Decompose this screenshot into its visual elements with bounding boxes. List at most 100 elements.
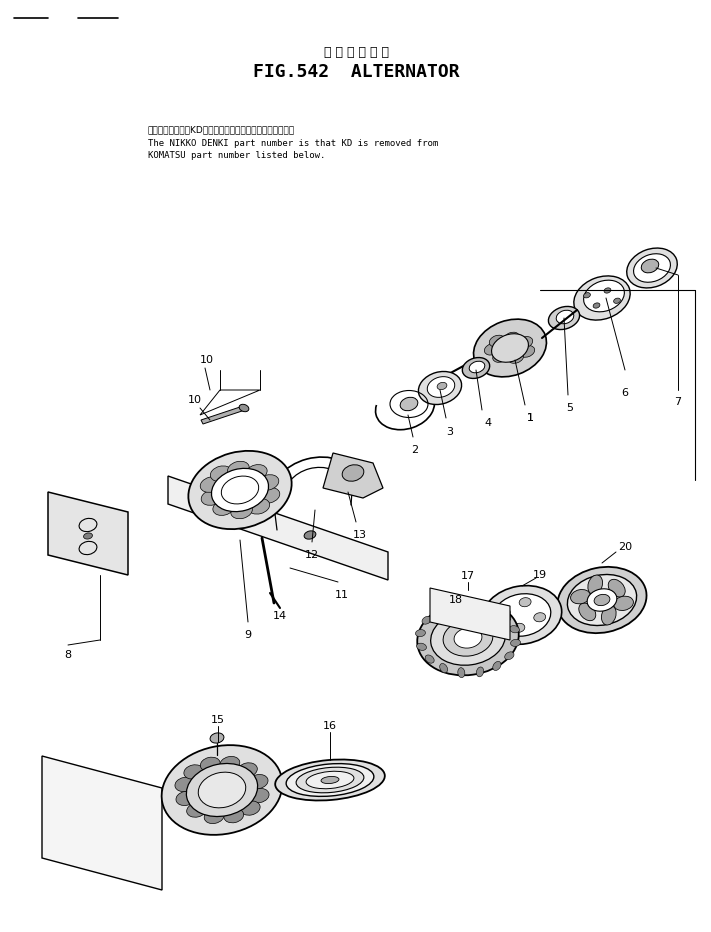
Text: 9: 9: [245, 630, 252, 640]
Ellipse shape: [204, 809, 224, 824]
Text: The NIKKO DENKI part number is that KD is removed from: The NIKKO DENKI part number is that KD i…: [148, 140, 438, 148]
Ellipse shape: [508, 351, 523, 363]
Ellipse shape: [211, 469, 269, 512]
Ellipse shape: [296, 767, 364, 793]
Ellipse shape: [614, 298, 621, 304]
Polygon shape: [201, 406, 245, 424]
Ellipse shape: [198, 773, 246, 808]
Text: 4: 4: [484, 418, 491, 428]
Text: 3: 3: [447, 427, 454, 437]
Ellipse shape: [567, 574, 636, 625]
Ellipse shape: [425, 655, 434, 664]
Ellipse shape: [342, 465, 364, 481]
Ellipse shape: [579, 603, 596, 621]
Ellipse shape: [210, 733, 224, 743]
Ellipse shape: [452, 599, 459, 609]
Text: 1: 1: [527, 413, 533, 423]
Ellipse shape: [602, 606, 616, 625]
Ellipse shape: [458, 667, 465, 678]
Ellipse shape: [417, 601, 519, 676]
Ellipse shape: [587, 589, 617, 611]
Text: オ ル タ ネ ー タ: オ ル タ ネ ー タ: [324, 46, 388, 59]
Text: 2: 2: [412, 445, 419, 455]
Text: 10: 10: [200, 355, 214, 365]
Ellipse shape: [641, 259, 659, 273]
Ellipse shape: [237, 762, 257, 777]
Ellipse shape: [574, 276, 630, 320]
Polygon shape: [42, 756, 162, 890]
Ellipse shape: [184, 765, 203, 779]
Ellipse shape: [257, 474, 279, 490]
Ellipse shape: [593, 303, 600, 308]
Ellipse shape: [186, 763, 257, 816]
Ellipse shape: [84, 533, 92, 539]
Ellipse shape: [608, 580, 625, 596]
Ellipse shape: [439, 664, 448, 673]
Text: 19: 19: [533, 570, 547, 580]
Text: 12: 12: [305, 550, 319, 560]
Text: 8: 8: [65, 650, 72, 660]
Ellipse shape: [498, 609, 510, 617]
Ellipse shape: [239, 404, 249, 412]
Text: 11: 11: [335, 590, 349, 600]
Ellipse shape: [213, 500, 235, 515]
Ellipse shape: [510, 639, 520, 647]
Ellipse shape: [245, 465, 267, 480]
Ellipse shape: [443, 620, 493, 656]
Ellipse shape: [510, 625, 520, 633]
Ellipse shape: [519, 597, 531, 607]
Ellipse shape: [502, 613, 510, 621]
Ellipse shape: [462, 358, 490, 378]
Ellipse shape: [400, 397, 418, 411]
Ellipse shape: [557, 567, 646, 633]
Ellipse shape: [471, 598, 479, 609]
Ellipse shape: [476, 667, 483, 677]
Ellipse shape: [493, 662, 501, 670]
Ellipse shape: [594, 595, 610, 606]
Text: 品番のメーカ記号KDを除いたものが日産電機の品番です。: 品番のメーカ記号KDを除いたものが日産電機の品番です。: [148, 126, 295, 134]
Ellipse shape: [286, 763, 374, 796]
Ellipse shape: [469, 362, 485, 373]
Text: 6: 6: [621, 388, 629, 398]
Ellipse shape: [188, 451, 292, 529]
Ellipse shape: [201, 477, 222, 492]
Ellipse shape: [161, 745, 282, 835]
Ellipse shape: [248, 774, 268, 788]
Ellipse shape: [482, 585, 562, 644]
Ellipse shape: [493, 350, 508, 363]
Ellipse shape: [604, 288, 611, 294]
Ellipse shape: [228, 461, 250, 477]
Ellipse shape: [224, 809, 244, 823]
Text: 10: 10: [188, 395, 202, 405]
Text: 5: 5: [567, 403, 574, 413]
Ellipse shape: [201, 757, 220, 772]
Ellipse shape: [584, 293, 590, 298]
Ellipse shape: [513, 624, 525, 632]
Text: 1: 1: [527, 413, 533, 423]
Ellipse shape: [505, 651, 514, 660]
Ellipse shape: [437, 382, 447, 390]
Polygon shape: [323, 453, 383, 498]
Ellipse shape: [418, 372, 461, 404]
Text: 17: 17: [461, 571, 475, 581]
Ellipse shape: [534, 612, 545, 622]
Polygon shape: [168, 476, 388, 580]
Ellipse shape: [588, 575, 602, 595]
Ellipse shape: [634, 254, 670, 282]
Text: 14: 14: [273, 611, 287, 621]
Ellipse shape: [258, 487, 280, 503]
Ellipse shape: [201, 489, 223, 505]
Ellipse shape: [176, 791, 196, 805]
Ellipse shape: [504, 332, 519, 344]
Ellipse shape: [210, 466, 232, 482]
Polygon shape: [48, 492, 128, 575]
Ellipse shape: [556, 310, 574, 323]
Ellipse shape: [250, 788, 269, 802]
Ellipse shape: [415, 630, 425, 637]
Text: 15: 15: [211, 715, 225, 725]
Ellipse shape: [493, 594, 551, 637]
Ellipse shape: [517, 336, 533, 349]
Text: 20: 20: [618, 542, 632, 552]
Ellipse shape: [306, 772, 354, 788]
Text: 18: 18: [449, 595, 463, 605]
